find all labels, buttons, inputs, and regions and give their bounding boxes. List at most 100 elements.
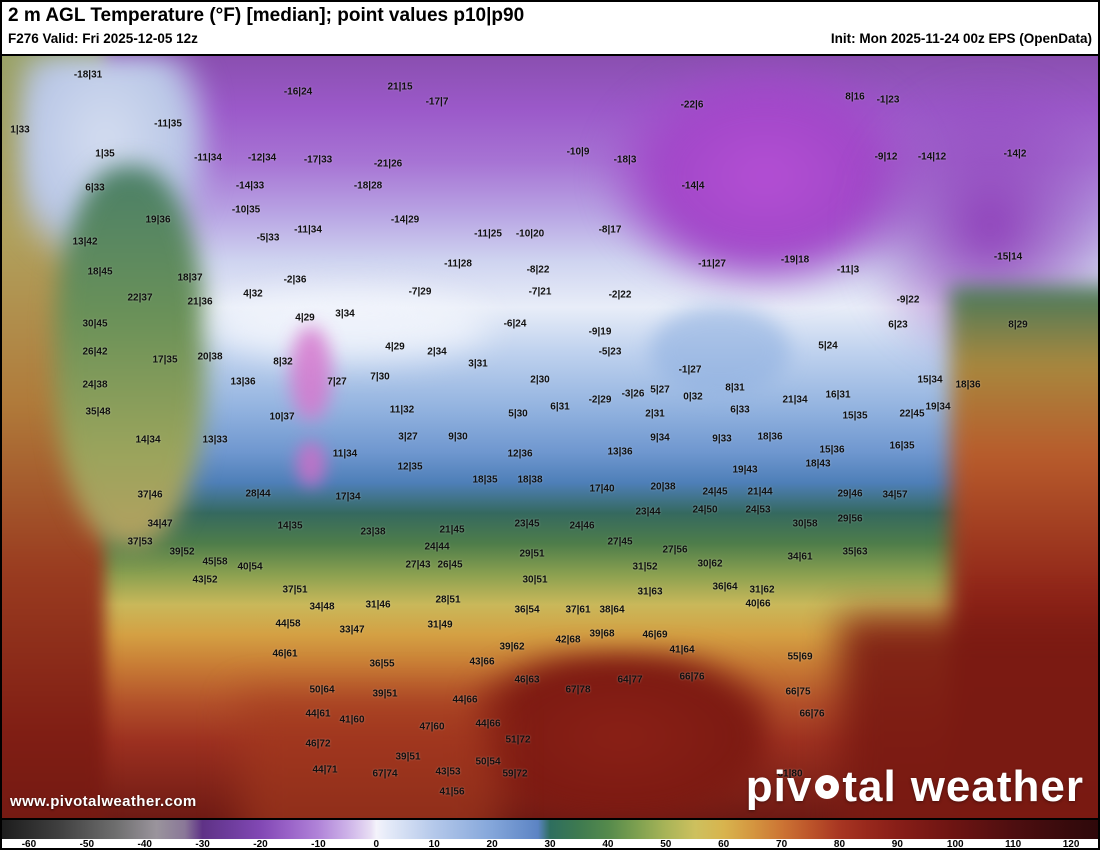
station-value: 66|75 [785, 686, 811, 698]
colorbar-tick-label: 80 [833, 839, 846, 850]
station-value: -10|35 [231, 204, 261, 216]
station-value: 18|36 [955, 379, 981, 391]
station-value: -10|9 [566, 146, 590, 158]
station-value: -6|24 [503, 318, 527, 330]
station-value: -14|29 [390, 214, 420, 226]
colorbar-tick-label: 40 [602, 839, 614, 850]
station-value: 28|51 [435, 594, 461, 606]
station-value: 36|64 [712, 581, 738, 593]
station-value: 23|45 [514, 518, 540, 530]
station-value: 39|51 [395, 751, 421, 763]
station-value: -14|4 [681, 180, 705, 192]
station-value: -18|3 [613, 154, 637, 166]
station-value: 46|61 [272, 648, 298, 660]
colorbar-ticks: -60 -50 -40 -30 -20 -10 0 10 20 30 40 50 60 70 80 90 100… [0, 839, 1100, 850]
station-value: 18|43 [805, 458, 831, 470]
valid-time-label: F276 Valid: Fri 2025-12-05 12z [8, 31, 198, 46]
station-value: 47|60 [419, 721, 445, 733]
station-value: 30|45 [82, 318, 108, 330]
station-value: 1|35 [95, 148, 115, 160]
station-value: -1|27 [678, 364, 702, 376]
station-value: 7|27 [327, 376, 347, 388]
station-value: 23|38 [360, 526, 386, 538]
station-value: -14|33 [235, 180, 265, 192]
station-value: 31|62 [749, 584, 775, 596]
station-value: 8|32 [273, 356, 293, 368]
watermark: www.pivotalweather.com [10, 793, 197, 810]
station-value: 35|63 [842, 546, 868, 558]
station-value: -11|35 [154, 118, 182, 130]
station-value: 3|27 [398, 431, 418, 443]
station-value: 2|31 [645, 408, 665, 420]
station-value: 19|34 [925, 401, 951, 413]
logo-o-icon [815, 775, 840, 799]
station-value: 31|52 [632, 561, 658, 573]
station-value: 9|30 [448, 431, 468, 443]
map-canvas: -18|31 -16|24 21|15 -17|7 -22|6 8|16 -1|23 1|33… [0, 54, 1100, 818]
station-value: -18|28 [353, 180, 383, 192]
station-value: 19|43 [732, 464, 758, 476]
station-value: 3|31 [468, 358, 488, 370]
station-value: 44|66 [475, 718, 501, 730]
station-value: 67|78 [565, 684, 591, 696]
colorbar-tick-label: 110 [1005, 839, 1022, 850]
station-value: 22|45 [899, 408, 925, 420]
station-value: 44|61 [305, 708, 331, 720]
station-value: 17|40 [589, 483, 615, 495]
station-value: 6|33 [85, 182, 105, 194]
colorbar-tick-label: -20 [253, 839, 268, 850]
station-value: -14|2 [1003, 148, 1027, 160]
station-value: 39|68 [589, 628, 615, 640]
station-value: 20|38 [197, 351, 223, 363]
station-value: 42|68 [555, 634, 581, 646]
station-value: -21|26 [373, 158, 403, 170]
station-value: 2|34 [427, 346, 447, 358]
station-value: 10|37 [269, 411, 295, 423]
station-value: 8|29 [1008, 319, 1028, 331]
station-value: 46|72 [305, 738, 331, 750]
station-value: 51|72 [505, 734, 531, 746]
station-value: 13|36 [607, 446, 633, 458]
station-value: 28|44 [245, 488, 271, 500]
colorbar-tick-label: 0 [373, 839, 380, 850]
station-value: 33|47 [339, 624, 365, 636]
station-value: 46|63 [514, 674, 540, 686]
station-value: 27|45 [607, 536, 633, 548]
station-value: 12|36 [507, 448, 533, 460]
station-value: 44|66 [452, 694, 478, 706]
station-value: 16|31 [825, 389, 851, 401]
station-value: 23|44 [635, 506, 661, 518]
station-value: 31|49 [427, 619, 453, 631]
station-value: 4|29 [295, 312, 315, 324]
station-value: -22|6 [680, 99, 704, 111]
station-value: 59|72 [502, 768, 528, 780]
station-value: 55|69 [787, 651, 813, 663]
station-value: 13|33 [202, 434, 228, 446]
station-value: -15|14 [993, 251, 1023, 263]
station-value: -8|17 [598, 224, 622, 236]
map-header: 2 m AGL Temperature (°F) [median]; point… [0, 0, 1100, 54]
logo-text-piv: piv [745, 762, 813, 811]
init-time-label: Init: Mon 2025-11-24 00z EPS (OpenData) [830, 31, 1092, 46]
station-value: 21|34 [782, 394, 808, 406]
station-value: 0|32 [683, 391, 703, 403]
colorbar-tick-label: 70 [776, 839, 788, 850]
station-value: 37|51 [282, 584, 308, 596]
station-value: -1|23 [876, 94, 900, 106]
map-title: 2 m AGL Temperature (°F) [median]; point… [8, 5, 525, 26]
station-value: 24|50 [692, 504, 718, 516]
station-value: 30|62 [697, 558, 723, 570]
station-value: 9|33 [712, 433, 732, 445]
station-value: 41|60 [339, 714, 365, 726]
station-value: 41|56 [439, 786, 465, 798]
station-value: 43|53 [435, 766, 461, 778]
station-value: -11|34 [194, 152, 222, 164]
station-value: 4|32 [243, 288, 263, 300]
station-value: 16|35 [889, 440, 915, 452]
station-value: 66|76 [799, 708, 825, 720]
station-value: 64|77 [617, 674, 643, 686]
station-value: 17|34 [335, 491, 361, 503]
station-value: 6|23 [888, 319, 908, 331]
station-value: 18|36 [757, 431, 783, 443]
station-value: 36|55 [369, 658, 395, 670]
